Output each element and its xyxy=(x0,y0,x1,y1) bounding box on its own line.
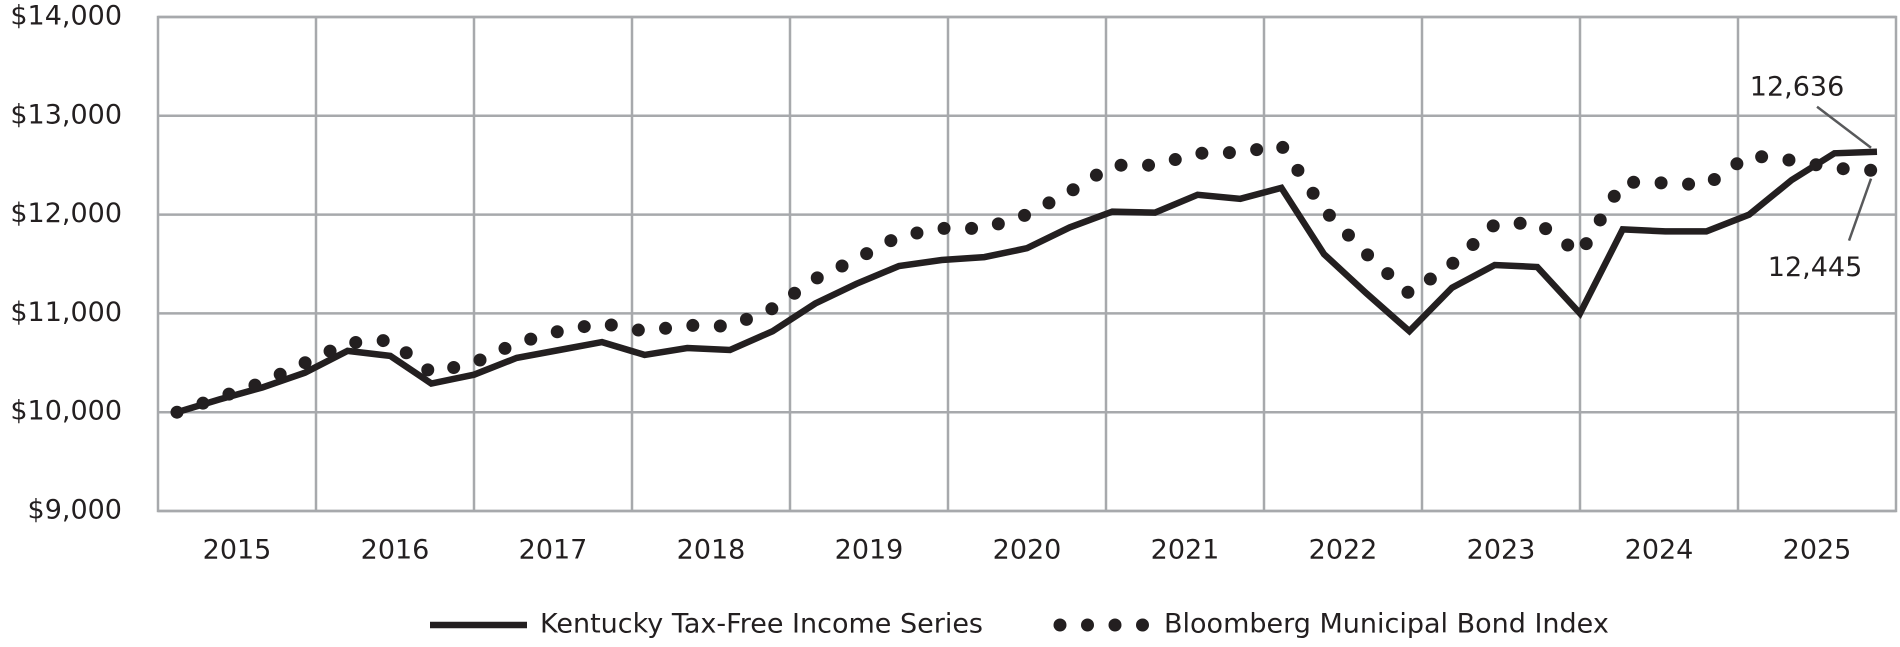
data-label: 12,636 xyxy=(1750,71,1844,102)
series-line xyxy=(176,148,1878,416)
legend-label: Kentucky Tax-Free Income Series xyxy=(540,609,983,640)
leader-line xyxy=(1847,178,1873,242)
x-tick-label: 2025 xyxy=(1783,535,1852,566)
x-tick-label: 2015 xyxy=(203,535,272,566)
legend-label: Bloomberg Municipal Bond Index xyxy=(1164,609,1609,640)
y-tick-label: $13,000 xyxy=(10,99,122,130)
y-tick-label: $14,000 xyxy=(10,1,122,32)
y-tick-label: $9,000 xyxy=(28,495,122,526)
x-tick-label: 2023 xyxy=(1467,535,1536,566)
x-tick-label: 2020 xyxy=(993,535,1062,566)
series-line xyxy=(170,138,1884,419)
data-label: 12,445 xyxy=(1768,252,1862,283)
x-tick-label: 2024 xyxy=(1625,535,1694,566)
leader-line xyxy=(1816,105,1872,149)
y-tick-label: $10,000 xyxy=(10,396,122,427)
x-tick-label: 2021 xyxy=(1151,535,1220,566)
plot-frame xyxy=(156,15,1898,513)
y-tick-label: $11,000 xyxy=(10,297,122,328)
x-tick-label: 2017 xyxy=(519,535,588,566)
x-tick-label: 2019 xyxy=(835,535,904,566)
y-tick-label: $12,000 xyxy=(10,198,122,229)
x-tick-label: 2018 xyxy=(677,535,746,566)
x-tick-label: 2022 xyxy=(1309,535,1378,566)
x-tick-label: 2016 xyxy=(361,535,430,566)
